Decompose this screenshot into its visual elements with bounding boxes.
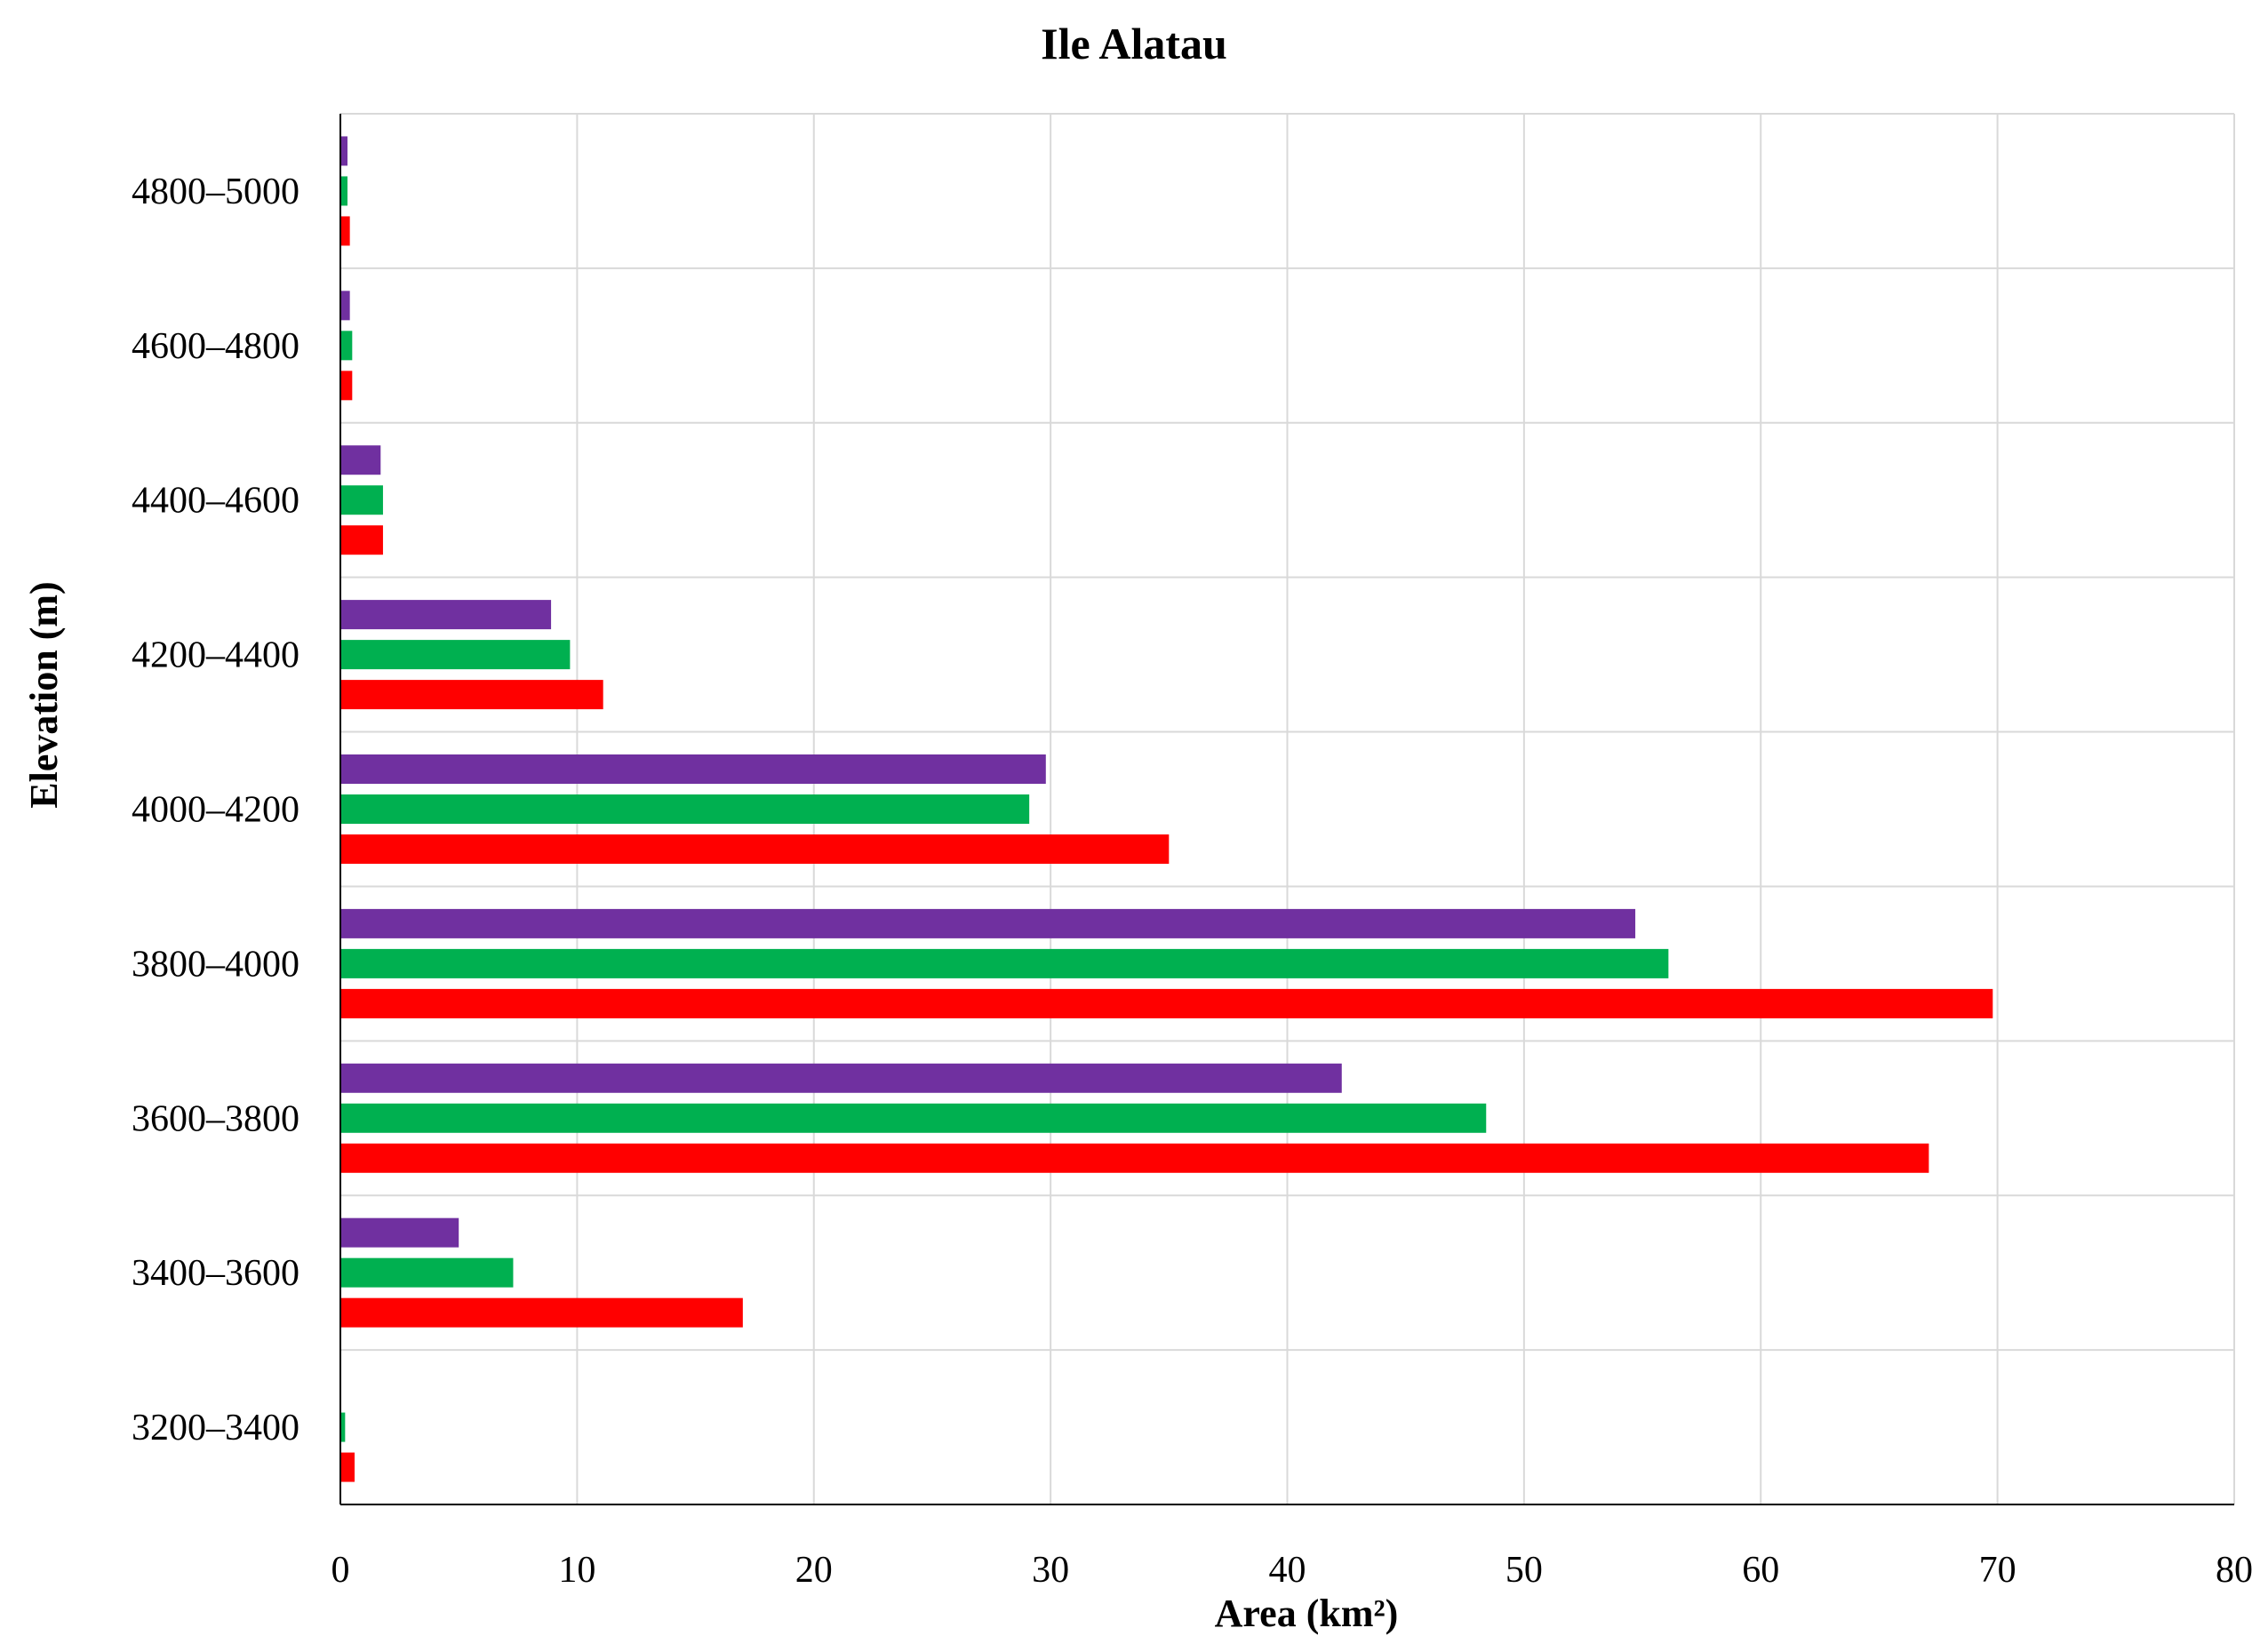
y-tick-label: 3200–3400 <box>132 1408 299 1448</box>
bar <box>340 794 1030 824</box>
bar <box>340 371 353 401</box>
bar <box>340 1297 743 1328</box>
bar <box>340 216 350 246</box>
x-axis-title: Area (km²) <box>1215 1592 1399 1635</box>
chart-title: Ile Alatau <box>1041 19 1227 68</box>
x-tick-label: 80 <box>2216 1550 2253 1591</box>
x-tick-label: 0 <box>331 1550 350 1591</box>
bar <box>340 445 381 475</box>
bar <box>340 834 1170 864</box>
bar <box>340 754 1046 784</box>
x-tick-label: 50 <box>1505 1550 1543 1591</box>
bar <box>340 988 1993 1018</box>
bar <box>340 640 571 670</box>
bar <box>340 176 347 206</box>
x-tick-label: 40 <box>1269 1550 1306 1591</box>
bar <box>340 680 603 710</box>
y-tick-label: 4400–4600 <box>132 481 299 522</box>
x-tick-label: 70 <box>1979 1550 2016 1591</box>
bar <box>340 291 350 321</box>
y-axis-title: Elevation (m) <box>22 581 66 808</box>
x-tick-label: 30 <box>1032 1550 1069 1591</box>
x-tick-labels: 0 10 20 30 40 50 60 70 80 <box>331 1550 2254 1591</box>
y-tick-labels: 3200–3400 3400–3600 3600–3800 3800–4000 4000… <box>132 172 299 1448</box>
axes <box>339 114 2234 1505</box>
bar <box>340 1257 514 1288</box>
bar <box>340 485 383 515</box>
bar <box>340 525 383 555</box>
bar <box>340 948 1669 978</box>
y-tick-label: 3800–4000 <box>132 944 299 985</box>
bar <box>340 331 353 361</box>
bar <box>340 1412 346 1442</box>
y-tick-label: 3400–3600 <box>132 1253 299 1294</box>
bar <box>340 600 552 630</box>
x-tick-label: 20 <box>795 1550 833 1591</box>
y-tick-label: 4800–5000 <box>132 172 299 212</box>
bar <box>340 136 347 166</box>
bar <box>340 1063 1342 1093</box>
bar <box>340 1217 459 1248</box>
gridlines <box>340 113 2235 1504</box>
bar <box>340 908 1636 938</box>
bar <box>340 1103 1487 1133</box>
bars <box>340 136 1993 1482</box>
bar <box>340 1452 355 1482</box>
y-tick-label: 4200–4400 <box>132 635 299 676</box>
bar <box>340 1143 1929 1173</box>
x-tick-label: 60 <box>1742 1550 1779 1591</box>
y-tick-label: 3600–3800 <box>132 1098 299 1139</box>
x-tick-label: 10 <box>558 1550 595 1591</box>
y-tick-label: 4000–4200 <box>132 790 299 831</box>
y-tick-label: 4600–4800 <box>132 326 299 367</box>
